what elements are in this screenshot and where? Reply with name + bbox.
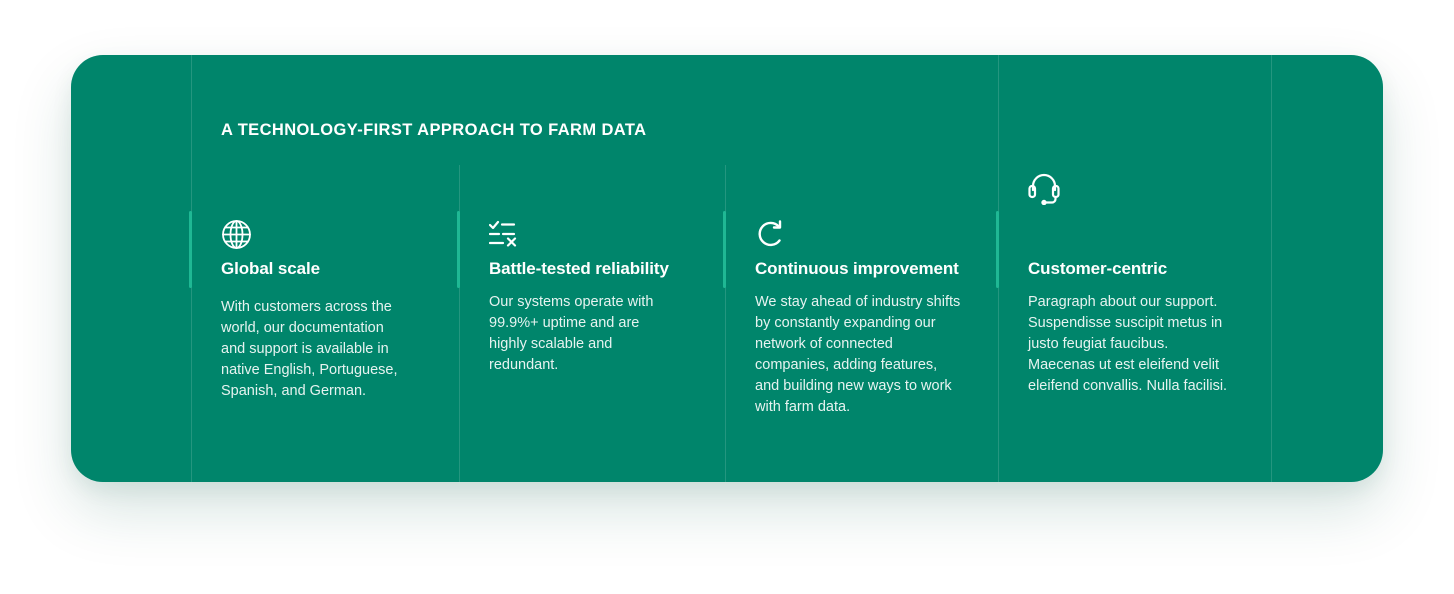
feature-title: Customer-centric [1028,259,1168,278]
feature-title: Battle-tested reliability [489,259,669,278]
feature-description: With customers across the world, our doc… [221,299,398,399]
feature-description: Paragraph about our support. Suspendisse… [1028,294,1228,394]
grid-line [1271,55,1272,482]
section-heading: A TECHNOLOGY-FIRST APPROACH TO FARM DATA [221,121,647,139]
accent-bar [457,211,460,288]
feature-description: Our systems operate with 99.9%+ uptime a… [489,294,654,373]
headset-icon [1028,173,1060,205]
feature-global-scale: Global scale With customers across the w… [221,219,398,399]
accent-bar [996,211,999,288]
feature-title: Continuous improvement [755,259,959,278]
feature-continuous-improvement: Continuous improvement We stay ahead of … [755,219,960,415]
column-divider [459,165,460,482]
accent-bar [189,211,192,288]
feature-customer-centric: Customer-centric Paragraph about our sup… [1028,173,1227,394]
feature-battle-tested-reliability: Battle-tested reliability Our systems op… [489,219,669,373]
refresh-icon [755,219,787,251]
accent-bar [723,211,726,288]
globe-icon [221,219,253,251]
checklist-icon [489,219,521,251]
features-card: A TECHNOLOGY-FIRST APPROACH TO FARM DATA… [71,55,1383,482]
feature-title: Global scale [221,259,320,278]
feature-description: We stay ahead of industry shifts by cons… [755,294,961,415]
column-divider [725,165,726,482]
